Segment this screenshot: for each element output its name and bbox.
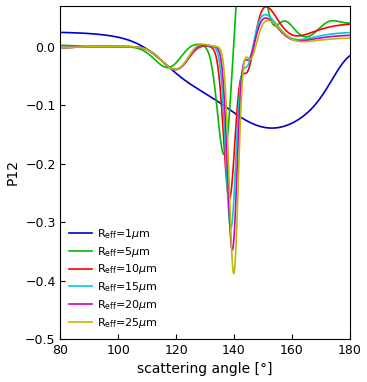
R$_{\mathrm{eff}}$=25$\mu$m	[266, 18, 270, 23]
R$_{\mathrm{eff}}$=1$\mu$m	[347, 54, 352, 58]
R$_{\mathrm{eff}}$=20$\mu$m	[230, 248, 235, 253]
R$_{\mathrm{eff}}$=15$\mu$m	[232, 197, 236, 201]
R$_{\mathrm{eff}}$=5$\mu$m	[222, 152, 226, 157]
R$_{\mathrm{eff}}$=20$\mu$m	[111, 44, 115, 49]
Legend: R$_{\mathrm{eff}}$=1$\mu$m, R$_{\mathrm{eff}}$=5$\mu$m, R$_{\mathrm{eff}}$=10$\m: R$_{\mathrm{eff}}$=1$\mu$m, R$_{\mathrm{…	[66, 223, 161, 333]
R$_{\mathrm{eff}}$=5$\mu$m	[274, 23, 279, 28]
X-axis label: scattering angle [°]: scattering angle [°]	[137, 363, 273, 376]
R$_{\mathrm{eff}}$=20$\mu$m	[246, 58, 251, 62]
R$_{\mathrm{eff}}$=5$\mu$m	[111, 44, 115, 49]
R$_{\mathrm{eff}}$=1$\mu$m	[169, 66, 173, 71]
R$_{\mathrm{eff}}$=20$\mu$m	[296, 39, 301, 43]
R$_{\mathrm{eff}}$=1$\mu$m	[246, 119, 251, 124]
Line: R$_{\mathrm{eff}}$=25$\mu$m: R$_{\mathrm{eff}}$=25$\mu$m	[61, 21, 349, 274]
R$_{\mathrm{eff}}$=25$\mu$m	[111, 44, 115, 49]
R$_{\mathrm{eff}}$=25$\mu$m	[347, 36, 352, 40]
R$_{\mathrm{eff}}$=15$\mu$m	[246, 62, 251, 66]
R$_{\mathrm{eff}}$=25$\mu$m	[274, 23, 279, 28]
R$_{\mathrm{eff}}$=5$\mu$m	[232, 39, 236, 44]
R$_{\mathrm{eff}}$=15$\mu$m	[229, 226, 233, 231]
R$_{\mathrm{eff}}$=10$\mu$m	[58, 45, 63, 50]
R$_{\mathrm{eff}}$=20$\mu$m	[347, 33, 352, 38]
Line: R$_{\mathrm{eff}}$=5$\mu$m: R$_{\mathrm{eff}}$=5$\mu$m	[61, 0, 349, 154]
R$_{\mathrm{eff}}$=10$\mu$m	[264, 5, 268, 9]
R$_{\mathrm{eff}}$=25$\mu$m	[169, 66, 173, 71]
R$_{\mathrm{eff}}$=25$\mu$m	[296, 39, 301, 44]
R$_{\mathrm{eff}}$=10$\mu$m	[347, 22, 352, 26]
R$_{\mathrm{eff}}$=1$\mu$m	[58, 30, 63, 35]
Line: R$_{\mathrm{eff}}$=20$\mu$m: R$_{\mathrm{eff}}$=20$\mu$m	[61, 18, 349, 250]
Line: R$_{\mathrm{eff}}$=10$\mu$m: R$_{\mathrm{eff}}$=10$\mu$m	[61, 7, 349, 199]
R$_{\mathrm{eff}}$=5$\mu$m	[58, 43, 63, 48]
R$_{\mathrm{eff}}$=5$\mu$m	[296, 31, 301, 36]
R$_{\mathrm{eff}}$=15$\mu$m	[274, 22, 279, 26]
R$_{\mathrm{eff}}$=15$\mu$m	[169, 66, 173, 71]
R$_{\mathrm{eff}}$=15$\mu$m	[296, 37, 301, 42]
Y-axis label: P12: P12	[6, 159, 19, 185]
R$_{\mathrm{eff}}$=10$\mu$m	[111, 44, 115, 49]
R$_{\mathrm{eff}}$=1$\mu$m	[296, 117, 300, 122]
R$_{\mathrm{eff}}$=10$\mu$m	[169, 66, 173, 71]
R$_{\mathrm{eff}}$=5$\mu$m	[347, 21, 352, 26]
R$_{\mathrm{eff}}$=20$\mu$m	[232, 237, 236, 242]
R$_{\mathrm{eff}}$=20$\mu$m	[274, 24, 279, 29]
R$_{\mathrm{eff}}$=15$\mu$m	[111, 44, 115, 49]
R$_{\mathrm{eff}}$=20$\mu$m	[169, 66, 173, 71]
R$_{\mathrm{eff}}$=10$\mu$m	[274, 15, 279, 19]
R$_{\mathrm{eff}}$=5$\mu$m	[169, 65, 173, 69]
R$_{\mathrm{eff}}$=10$\mu$m	[296, 34, 301, 38]
R$_{\mathrm{eff}}$=1$\mu$m	[232, 110, 236, 115]
R$_{\mathrm{eff}}$=25$\mu$m	[58, 45, 63, 50]
R$_{\mathrm{eff}}$=1$\mu$m	[274, 126, 279, 130]
R$_{\mathrm{eff}}$=15$\mu$m	[58, 45, 63, 50]
R$_{\mathrm{eff}}$=25$\mu$m	[232, 271, 236, 276]
R$_{\mathrm{eff}}$=20$\mu$m	[58, 45, 63, 50]
R$_{\mathrm{eff}}$=15$\mu$m	[347, 30, 352, 35]
R$_{\mathrm{eff}}$=25$\mu$m	[246, 56, 251, 61]
R$_{\mathrm{eff}}$=1$\mu$m	[270, 126, 274, 130]
R$_{\mathrm{eff}}$=10$\mu$m	[227, 196, 232, 201]
R$_{\mathrm{eff}}$=20$\mu$m	[264, 16, 268, 20]
R$_{\mathrm{eff}}$=25$\mu$m	[232, 271, 236, 276]
R$_{\mathrm{eff}}$=15$\mu$m	[263, 12, 267, 17]
Line: R$_{\mathrm{eff}}$=1$\mu$m: R$_{\mathrm{eff}}$=1$\mu$m	[61, 32, 349, 128]
R$_{\mathrm{eff}}$=10$\mu$m	[246, 67, 251, 72]
R$_{\mathrm{eff}}$=1$\mu$m	[111, 34, 115, 39]
Line: R$_{\mathrm{eff}}$=15$\mu$m: R$_{\mathrm{eff}}$=15$\mu$m	[61, 15, 349, 228]
R$_{\mathrm{eff}}$=10$\mu$m	[232, 155, 236, 160]
